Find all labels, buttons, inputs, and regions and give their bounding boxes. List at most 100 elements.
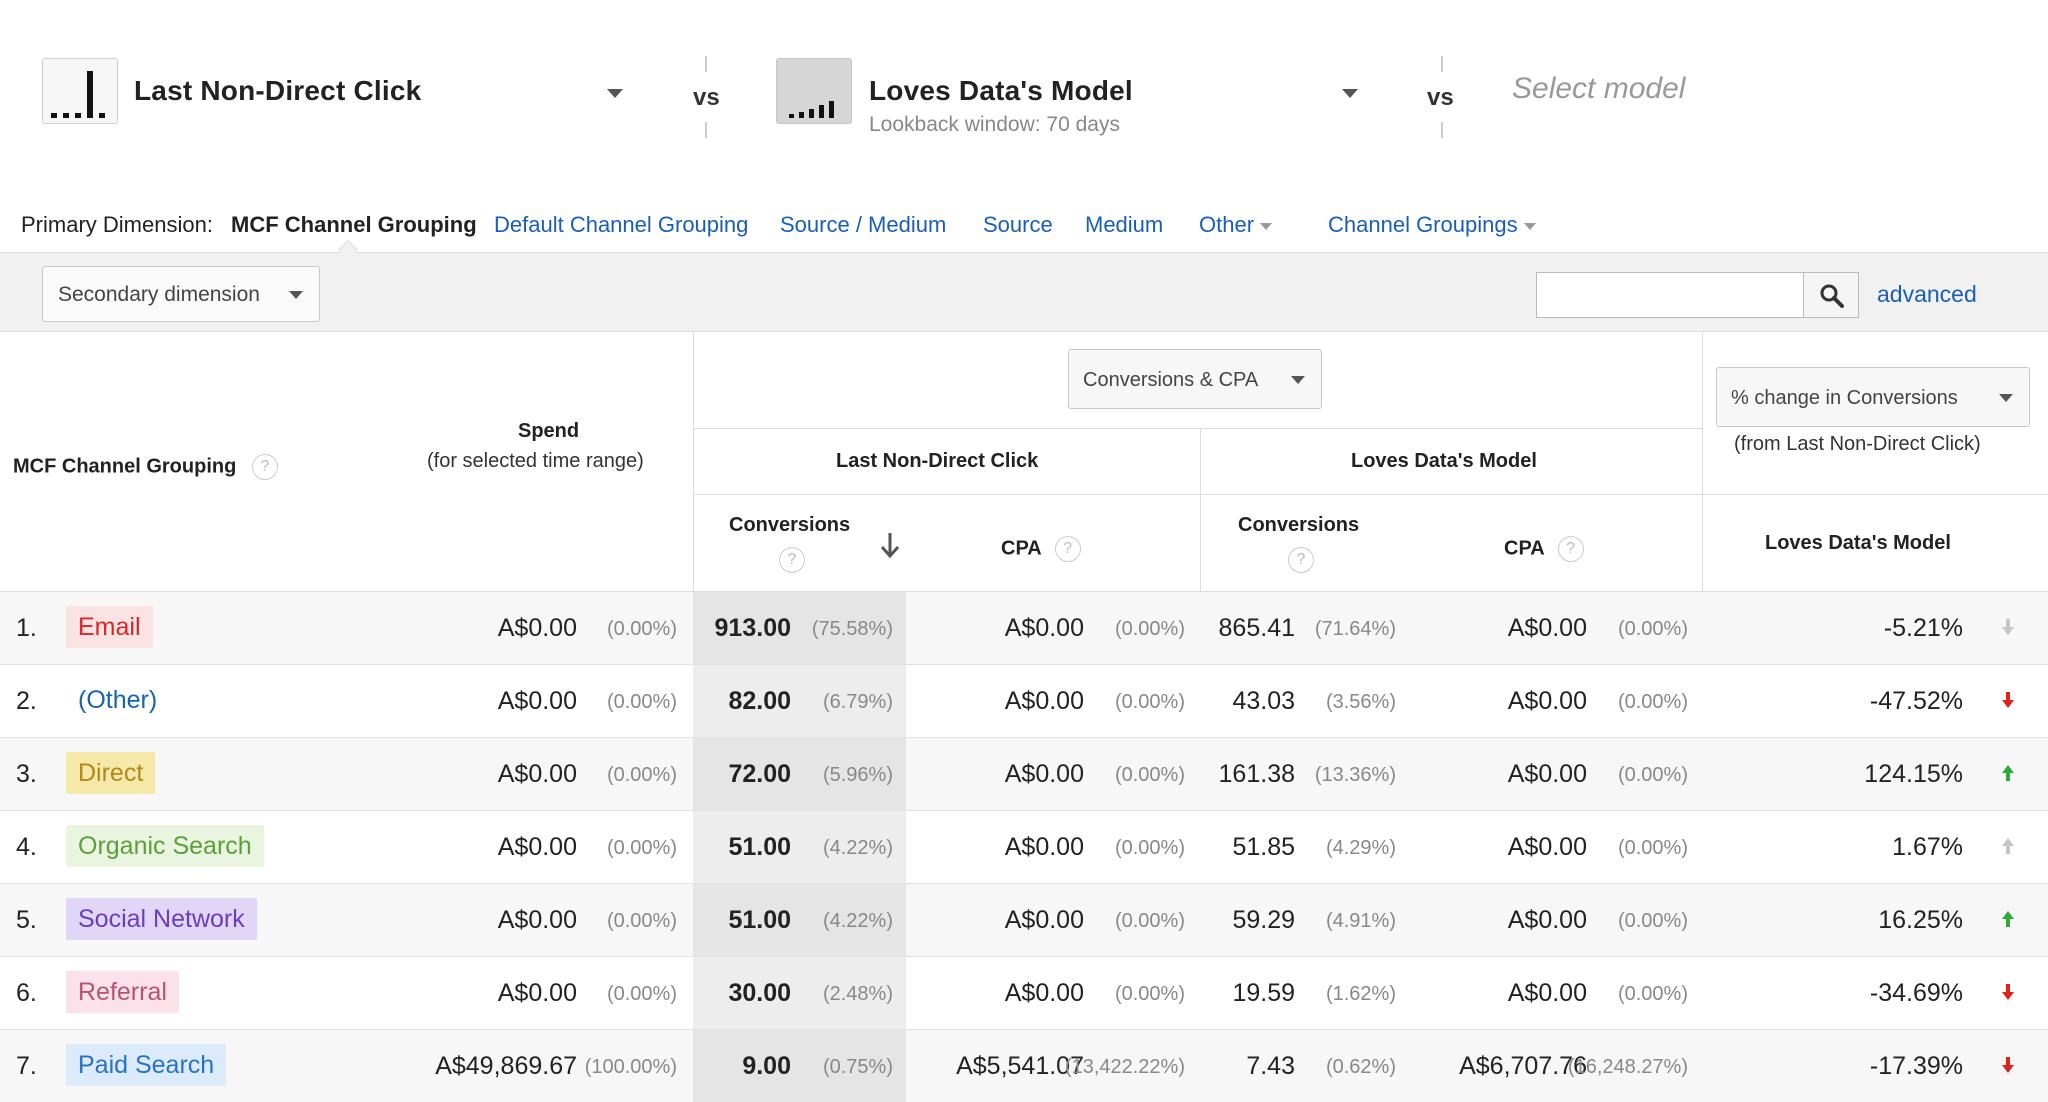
primary-dimension-label: Primary Dimension: bbox=[21, 212, 213, 237]
conversions-2-value: 43.03 bbox=[1232, 687, 1295, 715]
table-header: MCF Channel Grouping ? Spend (for select… bbox=[0, 332, 2048, 592]
spend-percent: (0.00%) bbox=[606, 983, 677, 1005]
cpa-1-value: A$5,541.07 bbox=[956, 1052, 1084, 1080]
column-divider bbox=[1200, 428, 1201, 592]
trend-down-arrow-icon bbox=[2002, 984, 2014, 1000]
column-header-cpa-2[interactable]: CPA ? bbox=[1504, 536, 1584, 562]
channel-link[interactable]: (Other) bbox=[78, 686, 158, 714]
cpa-2-percent: (0.00%) bbox=[1617, 618, 1688, 640]
model-1-dropdown-caret-icon[interactable] bbox=[607, 89, 623, 98]
cpa-2-percent: (0.00%) bbox=[1617, 983, 1688, 1005]
column-header-cpa-1[interactable]: CPA ? bbox=[1001, 536, 1081, 562]
cpa-1-percent: (0.00%) bbox=[1114, 983, 1185, 1005]
column-header-channel[interactable]: MCF Channel Grouping ? bbox=[13, 454, 278, 480]
cpa-1-value: A$0.00 bbox=[1004, 833, 1084, 861]
advanced-filter-link[interactable]: advanced bbox=[1877, 281, 1977, 307]
spend-percent: (0.00%) bbox=[606, 618, 677, 640]
spend-value: A$0.00 bbox=[497, 906, 577, 934]
loves-data-model-icon[interactable] bbox=[776, 58, 852, 124]
conversions-1-value: 51.00 bbox=[728, 833, 791, 861]
percent-change-value: -34.69% bbox=[1869, 979, 1963, 1007]
column-header-cpa-2-label: CPA bbox=[1504, 537, 1544, 560]
percent-change-value: -17.39% bbox=[1869, 1052, 1963, 1080]
secondary-dimension-dropdown[interactable]: Secondary dimension bbox=[42, 266, 320, 322]
conversions-1-percent: (2.48%) bbox=[822, 983, 893, 1005]
conversions-1-percent: (75.58%) bbox=[811, 618, 893, 640]
dimension-channel-groupings-menu[interactable]: Channel Groupings bbox=[1328, 212, 1536, 238]
search-button[interactable] bbox=[1803, 272, 1859, 318]
cpa-1-percent: (0.00%) bbox=[1114, 764, 1185, 786]
conversions-1-value: 82.00 bbox=[728, 687, 791, 715]
sort-descending-arrow-icon[interactable] bbox=[879, 531, 901, 559]
divider bbox=[705, 122, 707, 138]
channel-link[interactable]: Referral bbox=[66, 971, 179, 1013]
conversions-1-percent: (4.22%) bbox=[822, 910, 893, 932]
column-divider bbox=[1702, 332, 1703, 592]
channel-link[interactable]: Social Network bbox=[66, 898, 257, 940]
comparison-metric-dropdown[interactable]: % change in Conversions bbox=[1716, 367, 2030, 427]
table-row: 3. Direct A$0.00 (0.00%) 72.00 (5.96%) A… bbox=[0, 738, 2048, 811]
dimension-default-channel-grouping[interactable]: Default Channel Grouping bbox=[494, 212, 749, 237]
percent-change-value: 1.67% bbox=[1892, 833, 1963, 861]
help-icon[interactable]: ? bbox=[1288, 547, 1314, 573]
conversions-2-value: 7.43 bbox=[1246, 1052, 1295, 1080]
dimension-source-medium[interactable]: Source / Medium bbox=[780, 212, 947, 237]
channel-link[interactable]: Direct bbox=[66, 752, 156, 794]
column-header-conversions-2[interactable]: Conversions bbox=[1238, 514, 1360, 536]
model-2-dropdown-caret-icon[interactable] bbox=[1342, 89, 1358, 98]
sorted-column-highlight bbox=[693, 884, 906, 956]
model-2-name[interactable]: Loves Data's Model bbox=[869, 75, 1133, 106]
divider bbox=[1441, 56, 1443, 72]
metric-group-dropdown[interactable]: Conversions & CPA bbox=[1068, 349, 1322, 409]
cpa-2-percent: (0.00%) bbox=[1617, 764, 1688, 786]
cpa-2-value: A$6,707.76 bbox=[1459, 1052, 1587, 1080]
help-icon[interactable]: ? bbox=[251, 454, 278, 480]
metric-group-label: Conversions & CPA bbox=[1083, 369, 1259, 391]
dimension-other-label: Other bbox=[1199, 212, 1255, 237]
help-icon[interactable]: ? bbox=[1054, 536, 1081, 562]
vs-label-1: vs bbox=[693, 84, 720, 111]
cpa-1-percent: (13,422.22%) bbox=[1064, 1056, 1185, 1078]
help-icon[interactable]: ? bbox=[779, 547, 805, 573]
lookback-window-label: Lookback window: 70 days bbox=[869, 113, 1120, 136]
channel-link[interactable]: Paid Search bbox=[66, 1044, 227, 1086]
dimension-other-menu[interactable]: Other bbox=[1199, 212, 1273, 238]
conversions-2-value: 865.41 bbox=[1218, 614, 1295, 642]
table-search-input[interactable] bbox=[1536, 272, 1804, 318]
column-header-spend[interactable]: Spend bbox=[518, 420, 580, 442]
trend-down-arrow-icon bbox=[2002, 619, 2014, 635]
sorted-column-highlight bbox=[693, 1030, 906, 1102]
conversions-1-value: 9.00 bbox=[742, 1052, 791, 1080]
percent-change-value: 124.15% bbox=[1864, 760, 1963, 788]
chevron-down-icon bbox=[1523, 222, 1536, 230]
dimension-medium[interactable]: Medium bbox=[1085, 212, 1164, 237]
row-rank: 2. bbox=[16, 687, 37, 715]
model-1-name[interactable]: Last Non-Direct Click bbox=[134, 75, 422, 106]
row-rank: 6. bbox=[16, 979, 37, 1007]
cpa-1-value: A$0.00 bbox=[1004, 906, 1084, 934]
last-non-direct-click-model-icon[interactable] bbox=[42, 58, 118, 124]
dimension-source[interactable]: Source bbox=[983, 212, 1053, 237]
channel-link[interactable]: Organic Search bbox=[66, 825, 264, 867]
conversions-2-percent: (1.62%) bbox=[1325, 983, 1396, 1005]
trend-down-arrow-icon bbox=[2002, 1057, 2014, 1073]
table-row: 4. Organic Search A$0.00 (0.00%) 51.00 (… bbox=[0, 811, 2048, 884]
channel-link[interactable]: Email bbox=[66, 606, 153, 648]
row-divider bbox=[693, 428, 1702, 429]
conversions-1-value: 30.00 bbox=[728, 979, 791, 1007]
spend-percent: (0.00%) bbox=[606, 764, 677, 786]
table-row: 6. Referral A$0.00 (0.00%) 30.00 (2.48%)… bbox=[0, 957, 2048, 1030]
row-divider bbox=[693, 494, 2048, 495]
cpa-2-percent: (16,248.27%) bbox=[1567, 1056, 1688, 1078]
help-icon[interactable]: ? bbox=[1557, 536, 1584, 562]
column-header-conversions-1[interactable]: Conversions bbox=[729, 514, 851, 536]
select-model-placeholder[interactable]: Select model bbox=[1512, 72, 1686, 105]
conversions-2-percent: (4.29%) bbox=[1325, 837, 1396, 859]
dimension-mcf-channel-grouping[interactable]: MCF Channel Grouping bbox=[231, 212, 477, 237]
spend-value: A$0.00 bbox=[497, 833, 577, 861]
dimension-channel-groupings-label: Channel Groupings bbox=[1328, 212, 1518, 237]
conversions-1-percent: (4.22%) bbox=[822, 837, 893, 859]
table-row: 1. Email A$0.00 (0.00%) 913.00 (75.58%) … bbox=[0, 592, 2048, 665]
row-rank: 4. bbox=[16, 833, 37, 861]
conversions-2-value: 59.29 bbox=[1232, 906, 1295, 934]
